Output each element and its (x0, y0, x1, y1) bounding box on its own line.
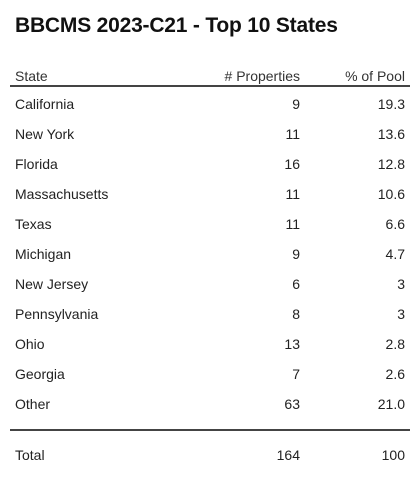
cell-properties: 63 (284, 396, 300, 412)
table-row: Pennsylvania 8 3 (10, 299, 410, 329)
cell-pool: 13.6 (377, 126, 405, 142)
table-row: Ohio 13 2.8 (10, 329, 410, 359)
cell-state: Michigan (15, 246, 72, 262)
header-pool: % of Pool (305, 64, 410, 87)
cell-properties: 11 (285, 216, 300, 232)
table-row: New York 11 13.6 (10, 119, 410, 149)
table-row: California 9 19.3 (10, 86, 410, 119)
cell-properties: 7 (292, 366, 300, 382)
cell-properties: 13 (284, 336, 300, 352)
cell-pool: 21.0 (377, 396, 405, 412)
total-pool: 100 (305, 429, 410, 474)
cell-properties: 11 (285, 186, 300, 202)
cell-state: California (15, 96, 75, 112)
cell-properties: 9 (292, 96, 300, 112)
cell-state: Texas (15, 216, 52, 232)
cell-properties: 16 (284, 156, 300, 172)
spacer-cell (10, 419, 410, 430)
cell-state: Florida (15, 156, 58, 172)
cell-properties: 6 (292, 276, 300, 292)
cell-properties: 8 (292, 306, 300, 322)
cell-pool: 10.6 (377, 186, 405, 202)
table-row: Georgia 7 2.6 (10, 359, 410, 389)
table-spacer (10, 419, 410, 430)
cell-pool: 2.6 (385, 366, 405, 382)
cell-state: Massachusetts (15, 186, 109, 202)
table-row: Michigan 9 4.7 (10, 239, 410, 269)
table-row: Florida 16 12.8 (10, 149, 410, 179)
cell-pool: 3 (397, 306, 405, 322)
header-state: State (10, 64, 200, 87)
cell-state: Georgia (15, 366, 65, 382)
cell-properties: 11 (285, 126, 300, 142)
cell-pool: 6.6 (385, 216, 405, 232)
total-label: Total (10, 429, 200, 474)
header-properties: # Properties (200, 64, 305, 87)
cell-pool: 12.8 (377, 156, 405, 172)
total-properties: 164 (200, 429, 305, 474)
cell-state: New York (15, 126, 75, 142)
table-row: Massachusetts 11 10.6 (10, 179, 410, 209)
cell-state: Pennsylvania (15, 306, 99, 322)
states-table-container: State # Properties % of Pool California … (10, 64, 410, 474)
table-row: Other 63 21.0 (10, 389, 410, 419)
cell-pool: 3 (397, 276, 405, 292)
cell-properties: 9 (292, 246, 300, 262)
table-row: New Jersey 6 3 (10, 269, 410, 299)
table-total-row: Total 164 100 (10, 429, 410, 474)
page-title: BBCMS 2023-C21 - Top 10 States (15, 14, 338, 37)
cell-pool: 2.8 (385, 336, 405, 352)
cell-state: New Jersey (15, 276, 89, 292)
table-row: Texas 11 6.6 (10, 209, 410, 239)
cell-state: Other (15, 396, 51, 412)
table-header-row: State # Properties % of Pool (10, 64, 410, 87)
cell-pool: 19.3 (377, 96, 405, 112)
cell-pool: 4.7 (385, 246, 405, 262)
states-table: State # Properties % of Pool California … (10, 64, 410, 474)
cell-state: Ohio (15, 336, 45, 352)
